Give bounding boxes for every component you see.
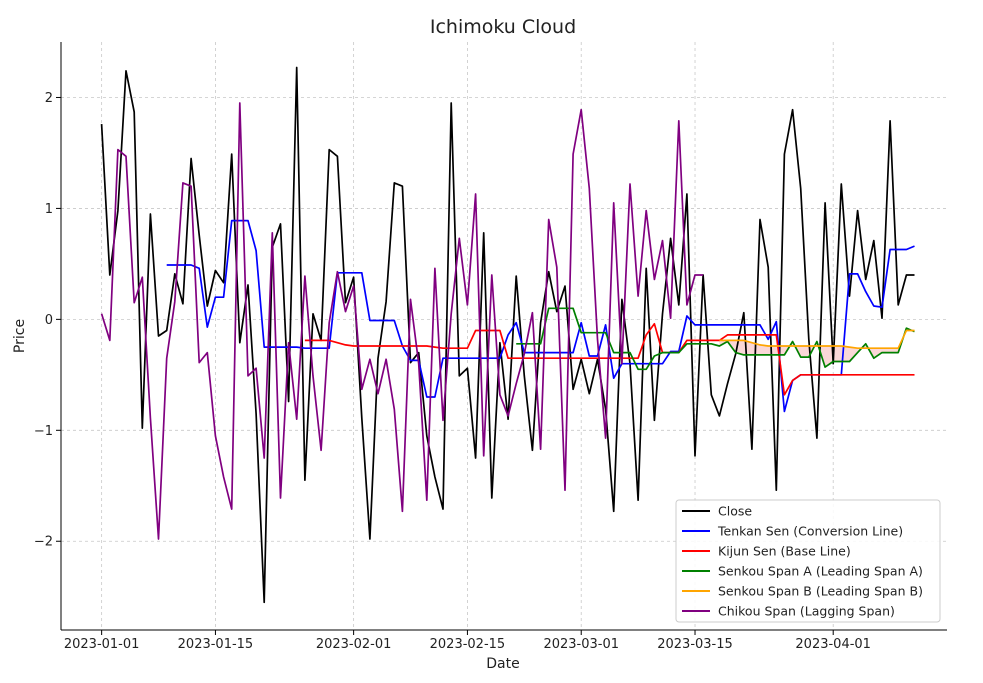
x-axis-label: Date	[486, 656, 519, 672]
series-line-1	[166, 219, 915, 413]
y-tick-label: −2	[34, 535, 53, 550]
x-tick-label: 2023-03-15	[657, 637, 733, 652]
chart-title: Ichimoku Cloud	[430, 16, 576, 38]
x-tick-label: 2023-01-01	[64, 637, 140, 652]
y-tick-label: 0	[45, 313, 53, 328]
legend: Close Tenkan Sen (Conversion Line) Kijun S…	[675, 499, 941, 623]
legend-box	[675, 499, 941, 623]
legend-label: Senkou Span B (Leading Span B)	[718, 584, 923, 599]
x-tick-label: 2023-02-01	[316, 637, 392, 652]
y-tick-label: 1	[45, 202, 53, 217]
series-line-4	[719, 329, 915, 350]
x-ticks: 2023-01-01 2023-01-15 2023-02-01 2023-02-15…	[64, 630, 871, 652]
x-tick-label: 2023-04-01	[795, 637, 871, 652]
x-tick-label: 2023-03-01	[543, 637, 619, 652]
series-lines	[100, 66, 915, 604]
series-line-5	[100, 102, 704, 540]
cloud-fill	[719, 328, 915, 368]
legend-label: Chikou Span (Lagging Span)	[718, 604, 895, 619]
cloud-area	[719, 328, 915, 368]
legend-label: Kijun Sen (Base Line)	[718, 544, 851, 559]
series-line-3	[516, 307, 915, 371]
legend-label: Tenkan Sen (Conversion Line)	[717, 524, 903, 539]
series-line-2	[304, 322, 915, 396]
legend-label: Close	[718, 504, 752, 519]
axes	[60, 42, 947, 631]
y-ticks: −2 −1 0 1 2	[34, 91, 61, 550]
x-tick-label: 2023-02-15	[430, 637, 506, 652]
y-axis-label: Price	[12, 319, 28, 353]
y-tick-label: −1	[34, 424, 53, 439]
x-tick-label: 2023-01-15	[178, 637, 254, 652]
legend-label: Senkou Span A (Leading Span A)	[718, 564, 923, 579]
y-tick-label: 2	[45, 91, 53, 106]
